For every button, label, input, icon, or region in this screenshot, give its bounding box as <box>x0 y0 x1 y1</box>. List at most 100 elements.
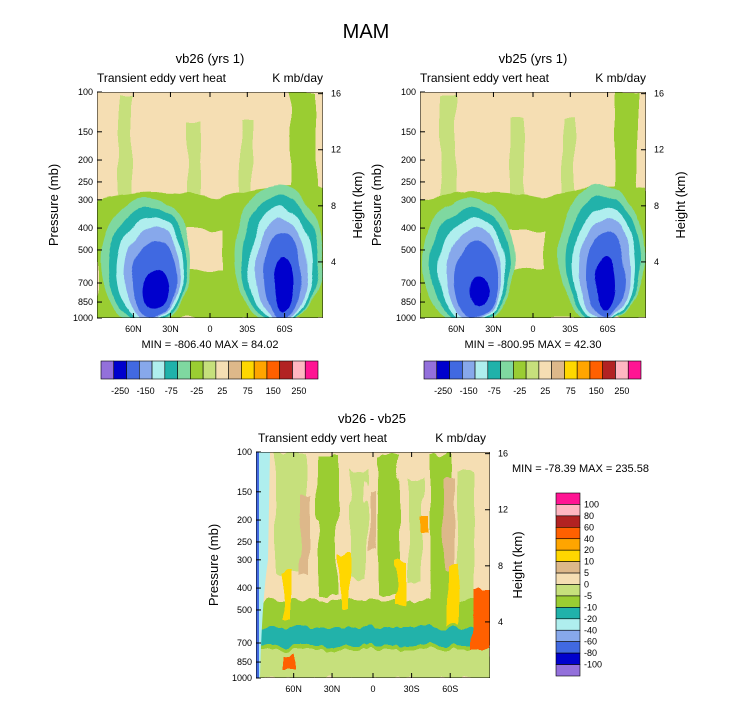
colorbar-label: 5 <box>584 568 589 578</box>
contour-streak <box>368 490 376 550</box>
y-right-tick-label: 4 <box>498 617 503 627</box>
colorbar-swatch <box>627 360 642 380</box>
figure-title: MAM <box>343 21 390 43</box>
y-tick-label: 150 <box>401 127 416 137</box>
colorbar-swatch <box>436 360 450 380</box>
colorbar-swatch <box>292 360 306 380</box>
contour-streak <box>350 470 366 580</box>
panel-c-title: vb26 - vb25 <box>338 411 406 426</box>
colorbar-swatch <box>555 538 581 551</box>
colorbar-swatch <box>551 360 565 380</box>
panel-a-title: vb26 (yrs 1) <box>176 51 245 66</box>
colorbar-swatch <box>555 527 581 540</box>
y-tick-label: 700 <box>237 638 252 648</box>
x-tick-label: 30N <box>485 324 502 334</box>
y-tick-label: 700 <box>78 278 93 288</box>
y-tick-label: 1000 <box>232 673 252 683</box>
colorbar-label: 60 <box>584 522 594 532</box>
colorbar-swatch <box>304 360 319 380</box>
x-tick-label: 30N <box>324 684 341 694</box>
y-tick-label: 850 <box>237 657 252 667</box>
panel-a-field <box>97 92 323 318</box>
colorbar-swatch <box>190 360 204 380</box>
panel-c-subtitle-left: Transient eddy vert heat <box>258 431 388 445</box>
y-tick-label: 200 <box>78 155 93 165</box>
panel-b-axes: 60N 30N 0 30S 60S 100 150 200 250 300 400 500 700 850… <box>396 87 664 334</box>
colorbar-label: -150 <box>460 386 478 396</box>
contour-warm-patch <box>420 515 428 533</box>
y-right-tick-label: 16 <box>498 449 508 459</box>
colorbar-label: -60 <box>584 637 597 647</box>
contour-warm-patch <box>340 555 350 610</box>
colorbar-swatch <box>113 360 127 380</box>
y-tick-label: 700 <box>401 278 416 288</box>
panel-a-subtitle-left: Transient eddy vert heat <box>97 71 227 85</box>
y-tick-label: 250 <box>401 177 416 187</box>
panel-a-stats: MIN = -806.40 MAX = 84.02 <box>142 339 279 351</box>
colorbar-swatch <box>202 360 217 380</box>
contour-streak <box>378 455 400 595</box>
colorbar-label: -75 <box>488 386 501 396</box>
colorbar-label: 10 <box>584 557 594 567</box>
x-tick-label: 30S <box>404 684 420 694</box>
contour-upper-tongue <box>187 120 201 195</box>
panel-a-axes: 60N 30N 0 30S 60S 100 150 200 250 300 400 500 700 850… <box>73 87 341 334</box>
y-tick-label: 850 <box>78 297 93 307</box>
x-tick-label: 60S <box>442 684 458 694</box>
colorbar-swatch <box>474 360 489 380</box>
y-right-tick-label: 8 <box>498 561 503 571</box>
x-tick-label: 60S <box>277 324 293 334</box>
colorbar-swatch <box>555 504 581 517</box>
y-right-tick-label: 12 <box>498 505 508 515</box>
colorbar-label: 0 <box>584 580 589 590</box>
contour-streak <box>458 470 472 600</box>
colorbar-label: 150 <box>266 386 281 396</box>
contour-upper-tongue <box>441 95 455 195</box>
colorbar-swatch <box>555 641 581 654</box>
colorbar-swatch <box>538 360 552 380</box>
panel-b-y-label: Pressure (mb) <box>369 164 384 246</box>
colorbar-label: 150 <box>589 386 604 396</box>
panel-a: vb26 (yrs 1) Transient eddy vert heat K … <box>46 51 365 396</box>
panel-c-y-label: Pressure (mb) <box>206 524 221 606</box>
y-tick-label: 250 <box>237 537 252 547</box>
y-tick-label: 850 <box>401 297 416 307</box>
y-tick-label: 300 <box>78 195 93 205</box>
colorbar-swatch <box>164 360 178 380</box>
x-tick-label: 0 <box>530 324 535 334</box>
colorbar-swatch <box>228 360 242 380</box>
colorbar-label: 20 <box>584 545 594 555</box>
contour-nh-cell <box>144 270 168 310</box>
colorbar-swatch <box>564 360 578 380</box>
panel-b-y-right-label: Height (km) <box>673 171 688 238</box>
colorbar-label: -10 <box>584 602 597 612</box>
colorbar-label: -40 <box>584 625 597 635</box>
panel-c-field <box>256 452 490 678</box>
colorbar-label: -150 <box>137 386 155 396</box>
x-tick-label: 0 <box>207 324 212 334</box>
panel-a-y-label: Pressure (mb) <box>46 164 61 246</box>
y-tick-label: 200 <box>237 515 252 525</box>
colorbar-swatch <box>615 360 629 380</box>
colorbar-swatch <box>555 549 581 562</box>
panel-c-axes: 60N 30N 0 30S 60S 100 150 200 250 300 400 500 700 850… <box>232 447 508 694</box>
y-right-tick-label: 12 <box>654 145 664 155</box>
contour-sh-cell <box>274 257 294 313</box>
colorbar-swatch <box>555 664 581 677</box>
panel-a-contours <box>97 92 323 318</box>
contour-streak <box>408 480 422 580</box>
y-tick-label: 500 <box>237 605 252 615</box>
contour-streak <box>300 495 310 575</box>
y-tick-label: 250 <box>78 177 93 187</box>
panel-b-title: vb25 (yrs 1) <box>499 51 568 66</box>
colorbar-label: -100 <box>584 660 602 670</box>
colorbar-swatch <box>555 492 581 505</box>
y-right-tick-label: 16 <box>654 89 664 99</box>
colorbar-swatch <box>138 360 153 380</box>
y-tick-label: 400 <box>401 223 416 233</box>
colorbar-label: -25 <box>513 386 526 396</box>
x-tick-label: 0 <box>370 684 375 694</box>
x-tick-label: 30N <box>162 324 179 334</box>
colorbar-swatch <box>177 360 191 380</box>
